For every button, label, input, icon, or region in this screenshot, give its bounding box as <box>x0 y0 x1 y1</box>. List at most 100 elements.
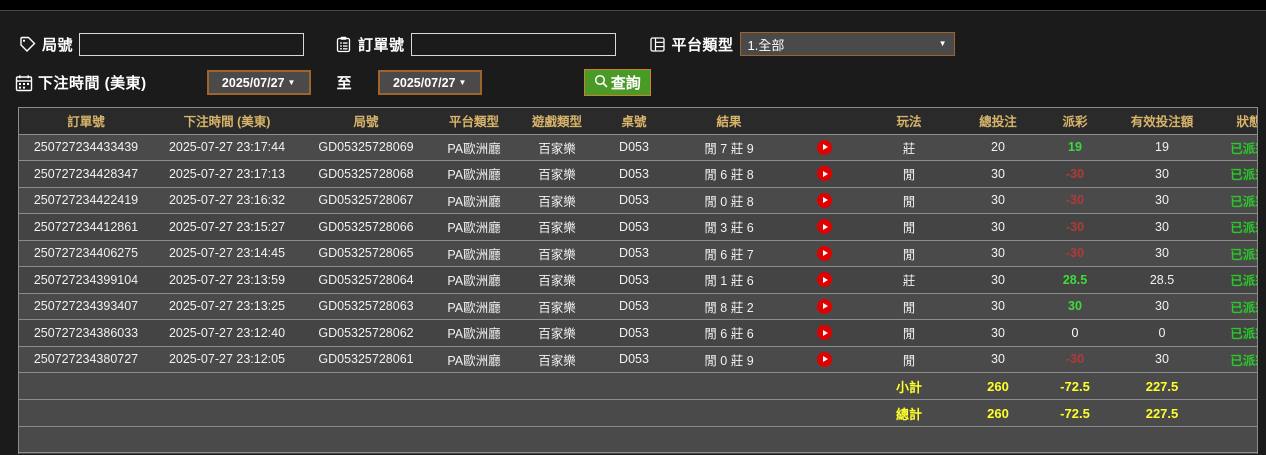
table-body: 250727234433439 2025-07-27 23:17:44 GD0532… <box>19 134 1257 453</box>
cell-valid-bet: 30 <box>1111 346 1213 373</box>
bet-history-table-container: 訂單號 下注時間 (美東) 局號 平台類型 遊戲類型 桌號 結果 玩法 總投注 … <box>18 107 1258 454</box>
cell-payout: -30 <box>1039 160 1111 188</box>
chevron-down-icon: ▼ <box>287 77 296 87</box>
window-chrome-bar <box>0 0 1266 11</box>
cell-total-bet: 30 <box>957 346 1039 373</box>
order-no-input[interactable] <box>410 32 616 56</box>
cell-bet-type: 莊 <box>861 266 957 294</box>
play-icon[interactable] <box>816 245 832 261</box>
cell-platform: PA歐洲廳 <box>431 346 517 373</box>
chevron-down-icon: ▼ <box>458 77 467 87</box>
cell-game-type: 百家樂 <box>517 187 597 214</box>
table-row[interactable]: 250727234393407 2025-07-27 23:13:25 GD0532… <box>19 293 1257 320</box>
cell-total-bet: 30 <box>957 160 1039 188</box>
cell-bet-type: 莊 <box>861 134 957 161</box>
col-header-bet-time[interactable]: 下注時間 (美東) <box>153 108 301 135</box>
col-header-total-bet[interactable]: 總投注 <box>957 108 1039 135</box>
cell-round-no: GD05325728066 <box>301 213 431 241</box>
table-empty-cell <box>19 426 1257 453</box>
col-header-result[interactable]: 結果 <box>671 108 787 135</box>
play-icon[interactable] <box>816 192 832 208</box>
col-header-payout[interactable]: 派彩 <box>1039 108 1111 135</box>
play-icon[interactable] <box>816 219 832 235</box>
cell-total-bet: 30 <box>957 213 1039 241</box>
cell-status: 已派彩 <box>1213 213 1257 241</box>
cell-table-no: D053 <box>597 240 671 267</box>
cell-order-no: 250727234380727 <box>19 346 153 373</box>
col-header-status[interactable]: 狀態 <box>1213 108 1257 135</box>
summary-valid-bet: 227.5 <box>1111 372 1213 400</box>
cell-total-bet: 30 <box>957 319 1039 347</box>
table-row[interactable]: 250727234433439 2025-07-27 23:17:44 GD0532… <box>19 134 1257 161</box>
play-icon[interactable] <box>816 325 832 341</box>
cell-platform: PA歐洲廳 <box>431 187 517 214</box>
round-no-input[interactable] <box>79 32 305 56</box>
cell-order-no: 250727234386033 <box>19 319 153 347</box>
clipboard-icon <box>334 35 353 54</box>
play-icon[interactable] <box>816 351 832 367</box>
cell-game-type: 百家樂 <box>517 240 597 267</box>
cell-status: 已派彩 <box>1213 187 1257 214</box>
cell-valid-bet: 30 <box>1111 187 1213 214</box>
cell-valid-bet: 28.5 <box>1111 266 1213 294</box>
summary-status-empty <box>1213 399 1257 427</box>
table-row[interactable]: 250727234386033 2025-07-27 23:12:40 GD0532… <box>19 319 1257 347</box>
cell-total-bet: 30 <box>957 293 1039 320</box>
summary-spacer <box>19 399 861 427</box>
cell-replay-button <box>787 266 861 294</box>
cell-table-no: D053 <box>597 134 671 161</box>
cell-status: 已派彩 <box>1213 293 1257 320</box>
table-row[interactable]: 250727234412861 2025-07-27 23:15:27 GD0532… <box>19 213 1257 241</box>
cell-round-no: GD05325728068 <box>301 160 431 188</box>
filter-bar: 局號 訂單號 平台類型 1.全部 ▼ <box>0 12 1266 104</box>
list-icon <box>648 35 667 54</box>
col-header-platform[interactable]: 平台類型 <box>431 108 517 135</box>
cell-order-no: 250727234393407 <box>19 293 153 320</box>
platform-type-select[interactable]: 1.全部 ▼ <box>739 32 955 56</box>
play-icon[interactable] <box>816 139 832 155</box>
table-row[interactable]: 250727234399104 2025-07-27 23:13:59 GD0532… <box>19 266 1257 294</box>
cell-valid-bet: 19 <box>1111 134 1213 161</box>
date-from-picker[interactable]: 2025/07/27 ▼ <box>206 70 311 95</box>
cell-bet-type: 閒 <box>861 346 957 373</box>
cell-platform: PA歐洲廳 <box>431 293 517 320</box>
cell-table-no: D053 <box>597 187 671 214</box>
table-row[interactable]: 250727234422419 2025-07-27 23:16:32 GD0532… <box>19 187 1257 214</box>
cell-platform: PA歐洲廳 <box>431 319 517 347</box>
col-header-bet-type[interactable]: 玩法 <box>861 108 957 135</box>
play-icon[interactable] <box>816 298 832 314</box>
summary-total-bet: 260 <box>957 399 1039 427</box>
date-to-picker[interactable]: 2025/07/27 ▼ <box>377 70 482 95</box>
cell-order-no: 250727234399104 <box>19 266 153 294</box>
cell-round-no: GD05325728061 <box>301 346 431 373</box>
col-header-table-no[interactable]: 桌號 <box>597 108 671 135</box>
play-icon[interactable] <box>816 272 832 288</box>
col-header-valid-bet[interactable]: 有效投注額 <box>1111 108 1213 135</box>
cell-result: 閒 6 莊 7 <box>671 240 787 267</box>
table-header: 訂單號 下注時間 (美東) 局號 平台類型 遊戲類型 桌號 結果 玩法 總投注 … <box>19 108 1257 135</box>
cell-bet-time: 2025-07-27 23:17:13 <box>153 160 301 188</box>
search-button[interactable]: 查詢 <box>583 69 651 96</box>
cell-result: 閒 3 莊 6 <box>671 213 787 241</box>
cell-game-type: 百家樂 <box>517 346 597 373</box>
table-row[interactable]: 250727234428347 2025-07-27 23:17:13 GD0532… <box>19 160 1257 188</box>
cell-total-bet: 30 <box>957 240 1039 267</box>
cell-status: 已派彩 <box>1213 346 1257 373</box>
cell-round-no: GD05325728069 <box>301 134 431 161</box>
cell-replay-button <box>787 293 861 320</box>
col-header-order-no[interactable]: 訂單號 <box>19 108 153 135</box>
cell-round-no: GD05325728064 <box>301 266 431 294</box>
cell-bet-time: 2025-07-27 23:15:27 <box>153 213 301 241</box>
cell-platform: PA歐洲廳 <box>431 213 517 241</box>
table-row[interactable]: 250727234380727 2025-07-27 23:12:05 GD0532… <box>19 346 1257 373</box>
play-icon[interactable] <box>816 166 832 182</box>
field-platform-type: 平台類型 1.全部 ▼ <box>648 32 955 56</box>
cell-status: 已派彩 <box>1213 240 1257 267</box>
table-row[interactable]: 250727234406275 2025-07-27 23:14:45 GD0532… <box>19 240 1257 267</box>
col-header-game-type[interactable]: 遊戲類型 <box>517 108 597 135</box>
field-order-no: 訂單號 <box>334 32 616 56</box>
cell-result: 閒 6 莊 6 <box>671 319 787 347</box>
cell-game-type: 百家樂 <box>517 160 597 188</box>
col-header-round-no[interactable]: 局號 <box>301 108 431 135</box>
cell-platform: PA歐洲廳 <box>431 266 517 294</box>
